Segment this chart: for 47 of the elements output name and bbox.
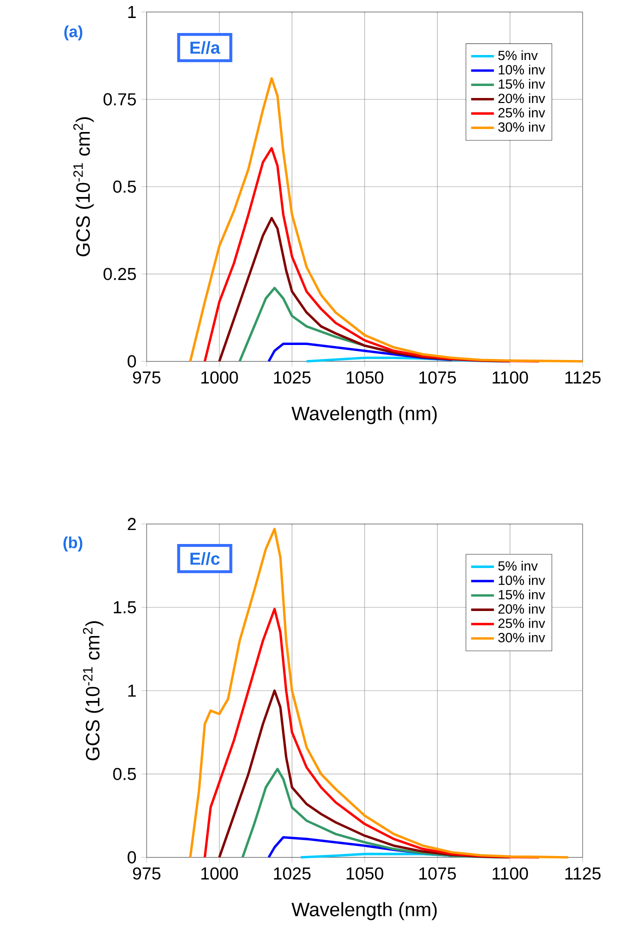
line-series (204, 147, 540, 363)
legend-label: 15% inv (498, 590, 546, 600)
y-tick-label: 0.75 (104, 93, 136, 106)
x-tick-label: 975 (133, 867, 160, 880)
text: (a) (64, 26, 82, 40)
x-tick-label: 1050 (346, 371, 384, 384)
y-tick-label: 0 (128, 851, 136, 864)
y-tick-label: 1 (128, 6, 136, 18)
y-tick-label: 0.5 (113, 768, 136, 780)
x-tick-label: 1100 (492, 371, 528, 384)
line-series (189, 77, 584, 363)
x-tick-label: 1075 (419, 867, 456, 880)
x-tick-label: 1000 (201, 371, 238, 384)
legend-label: 10% inv (498, 64, 546, 74)
legend-label: 5% inv (498, 50, 538, 60)
legend-label: 20% inv (498, 604, 546, 614)
y-tick-label: 1 (128, 684, 136, 697)
x-tick-label: 1125 (565, 867, 601, 880)
legend-label: 25% inv (498, 108, 546, 118)
annotation: E//c (190, 552, 220, 566)
x-tick-label: 1050 (346, 867, 384, 880)
y-tick-label: 2 (128, 518, 136, 530)
y-tick-label: 0 (128, 355, 136, 368)
x-tick-label: 1100 (492, 867, 528, 880)
legend-label: 10% inv (498, 575, 546, 586)
y-axis-title: GCS (10$^{-21}$ cm$^{2}$) (82, 621, 104, 760)
x-tick-label: 1025 (274, 867, 311, 880)
legend-label: 30% inv (498, 122, 546, 132)
x-tick-label: 1075 (419, 371, 456, 384)
x-tick-label: 975 (133, 371, 160, 384)
x-tick-label: 1025 (274, 371, 311, 384)
y-axis-title: GCS (10$^{-21}$ cm$^{2}$) (73, 117, 94, 256)
legend-label: 30% inv (498, 632, 546, 642)
legend-label: 25% inv (498, 618, 546, 628)
x-tick-label: 1000 (201, 867, 238, 880)
x-tick-label: 1125 (565, 371, 601, 384)
x-axis-title: Wavelength (nm) (292, 406, 437, 424)
y-tick-label: 0.5 (113, 180, 136, 193)
legend-label: 15% inv (498, 79, 546, 89)
legend-label: 5% inv (498, 560, 538, 571)
x-axis-title: Wavelength (nm) (292, 902, 437, 920)
line-series (189, 528, 570, 859)
y-tick-label: 1.5 (114, 601, 136, 614)
y-tick-label: 0.25 (104, 268, 136, 280)
text: (b) (63, 536, 82, 552)
annotation: E//a (190, 41, 220, 54)
legend-label: 20% inv (498, 93, 546, 104)
